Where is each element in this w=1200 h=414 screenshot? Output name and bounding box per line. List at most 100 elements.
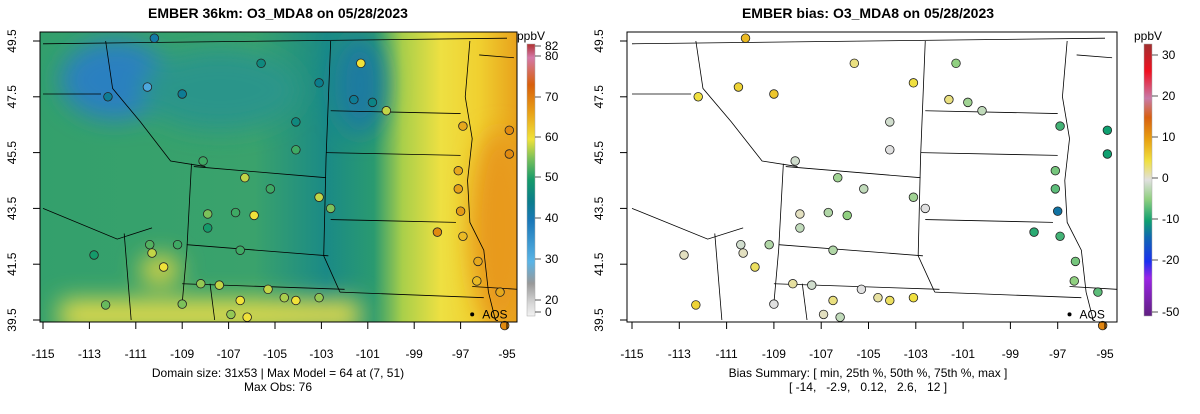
x-tick-label: -109 (762, 347, 786, 361)
obs-station-marker (240, 173, 250, 183)
colorbar-tick-label: 40 (545, 211, 559, 225)
colorbar-tick-label: 20 (545, 293, 559, 307)
y-tick-label: 41.5 (592, 252, 606, 276)
obs-station-marker (453, 184, 463, 194)
left-plot-frame (39, 31, 518, 323)
obs-station-marker (142, 82, 153, 92)
state-boundary-line (105, 40, 206, 167)
obs-station-marker (453, 166, 463, 176)
obs-station-marker (291, 117, 301, 127)
state-boundary-line (773, 163, 784, 304)
state-boundary-line (193, 166, 327, 179)
colorbar-tick-label: -10 (1162, 212, 1180, 226)
obs-station-marker (473, 256, 483, 267)
obs-station-marker (325, 203, 336, 214)
colorbar-tick-label: 70 (545, 90, 559, 104)
x-tick-label: -115 (31, 347, 54, 361)
bias-station-marker (885, 295, 895, 306)
state-boundary-line (778, 244, 923, 257)
state-boundary-line (464, 40, 496, 321)
bias-station-marker (795, 223, 805, 233)
bias-station-marker (944, 94, 954, 105)
state-boundary-line (1062, 40, 1094, 321)
bias-station-marker (679, 250, 689, 260)
left-domain-summary: Domain size: 31x53 | Max Model = 64 at (… (152, 366, 404, 380)
obs-station-marker (504, 125, 515, 135)
right-colorbar (1143, 43, 1153, 317)
x-tick-label: -99 (406, 347, 424, 361)
bias-station-marker (823, 207, 833, 218)
state-boundary-line (631, 208, 744, 240)
bias-station-marker (818, 309, 829, 320)
bias-station-marker (1052, 206, 1063, 216)
model-field (40, 32, 517, 322)
obs-station-marker (203, 209, 213, 219)
right-state-boundaries (631, 37, 1117, 321)
bias-station-marker (1070, 256, 1081, 267)
obs-station-marker (314, 192, 324, 202)
bias-station-marker (790, 156, 800, 166)
bias-station-marker (977, 106, 987, 116)
obs-station-marker (172, 239, 183, 250)
x-tick-label: -101 (951, 347, 975, 361)
x-tick-label: -103 (309, 347, 333, 361)
bias-station-marker (828, 295, 838, 306)
colorbar-tick-label: 10 (1162, 130, 1176, 144)
bias-station-marker (908, 192, 919, 202)
colorbar-tick-label: 0 (1162, 171, 1169, 185)
obs-station-marker (103, 92, 113, 102)
obs-station-marker (495, 287, 505, 297)
bias-station-marker (859, 184, 869, 194)
state-boundary-line (917, 40, 936, 293)
bias-station-marker (856, 284, 867, 295)
state-boundary-line (479, 54, 514, 59)
obs-station-marker (249, 210, 259, 221)
state-boundary-line (339, 291, 484, 299)
right-colorbar-unit: ppbV (1134, 29, 1162, 43)
bias-station-marker (795, 209, 805, 219)
bias-station-marker (1055, 231, 1065, 242)
bias-station-marker (1050, 184, 1061, 194)
state-boundary-line (925, 219, 1053, 223)
x-tick-label: -113 (78, 347, 101, 361)
state-boundary-line (925, 110, 1058, 114)
x-tick-label: -105 (263, 347, 287, 361)
bias-station-marker (740, 33, 751, 43)
obs-station-marker (242, 312, 252, 322)
obs-station-marker (145, 239, 155, 250)
obs-station-marker (472, 276, 482, 286)
obs-station-marker (203, 223, 213, 233)
x-tick-label: -97 (452, 347, 470, 361)
obs-station-marker (256, 58, 266, 69)
x-tick-label: -99 (1002, 347, 1020, 361)
left-state-boundaries (42, 37, 517, 321)
axes: -115 -113 -111 -109 -107 -105 -103 -101 -99 -97 -9… (5, 29, 1114, 361)
colorbar-tick-label: 0 (545, 305, 552, 319)
state-boundary-line (472, 286, 517, 290)
right-station-markers (679, 33, 1113, 331)
bias-station-marker (750, 262, 760, 272)
bias-station-marker (849, 58, 860, 69)
obs-station-marker (291, 295, 301, 306)
colorbar-tick-label: 30 (545, 252, 559, 266)
obs-station-marker (367, 97, 378, 108)
state-boundary-line (773, 283, 940, 290)
bias-station-marker (1050, 166, 1061, 176)
state-boundary-line (209, 283, 216, 321)
y-tick-label: 47.5 (5, 85, 19, 109)
x-tick-label: -113 (668, 347, 691, 361)
obs-station-marker (349, 94, 359, 105)
bias-station-marker (920, 203, 930, 214)
bias-station-marker (733, 82, 744, 92)
state-boundary-line (1069, 286, 1117, 290)
state-boundary-line (42, 37, 508, 45)
y-tick-label: 45.5 (592, 141, 606, 165)
state-boundary-line (714, 233, 723, 321)
bias-station-marker (1102, 149, 1113, 159)
colorbar-tick-label: 80 (545, 49, 559, 63)
x-tick-label: -95 (1096, 347, 1114, 361)
bias-station-marker (1102, 125, 1113, 135)
x-tick-label: -115 (620, 347, 643, 361)
colorbar-tick-label: -20 (1162, 253, 1180, 267)
state-boundary-line (42, 208, 153, 240)
